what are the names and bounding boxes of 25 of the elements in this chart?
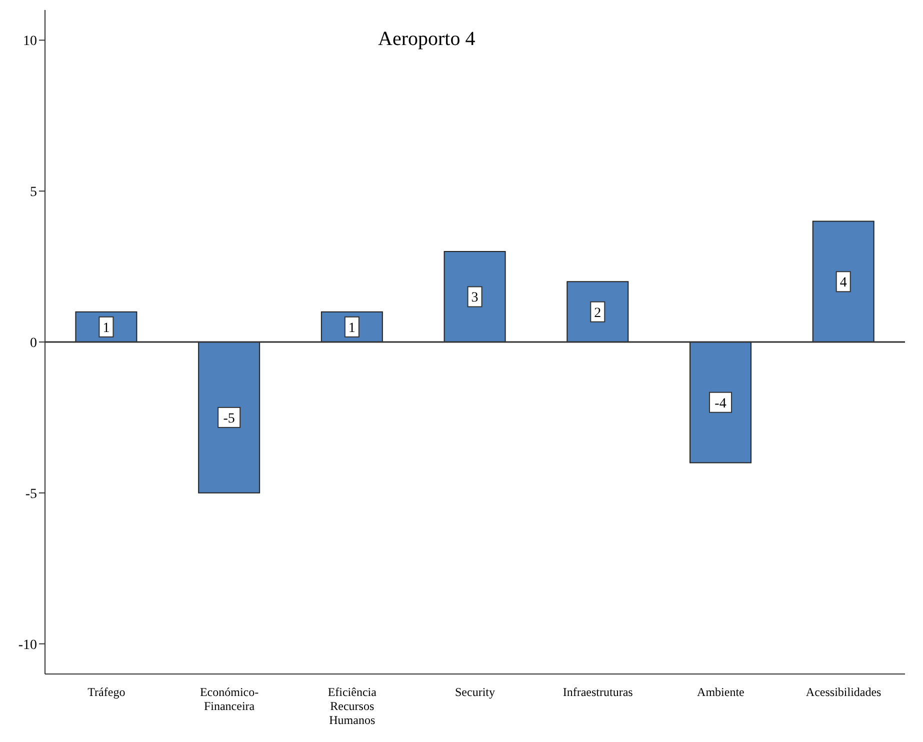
data-label: 3 — [471, 290, 478, 306]
y-tick-label: -10 — [18, 638, 37, 653]
x-tick-label: Ambiente — [697, 685, 744, 699]
y-tick-label: -5 — [25, 486, 37, 502]
bar — [690, 342, 752, 464]
x-tick-label: Económico-Financeira — [200, 685, 259, 713]
data-label: 1 — [348, 320, 356, 336]
x-tick-label: Tráfego — [88, 685, 126, 699]
data-label: -5 — [223, 411, 235, 426]
data-label: -4 — [714, 396, 726, 412]
bar — [566, 281, 629, 342]
y-tick-label: 10 — [23, 34, 37, 50]
x-tick-label: Security — [455, 685, 495, 699]
x-tick-label: Acessibilidades — [806, 685, 882, 699]
bar — [812, 220, 874, 342]
x-tick-label: Eficiência Recursos Humanos — [328, 685, 378, 727]
data-label: 2 — [594, 306, 602, 321]
bar — [198, 342, 260, 494]
x-tick-label: Infraestruturas — [562, 685, 634, 699]
data-label: 4 — [840, 276, 847, 291]
bar — [444, 250, 506, 342]
text: Aeroporto 4 — [378, 28, 476, 51]
data-label: 1 — [102, 320, 110, 336]
y-tick-label: 0 — [30, 336, 37, 351]
y-tick-label: 5 — [30, 185, 37, 200]
